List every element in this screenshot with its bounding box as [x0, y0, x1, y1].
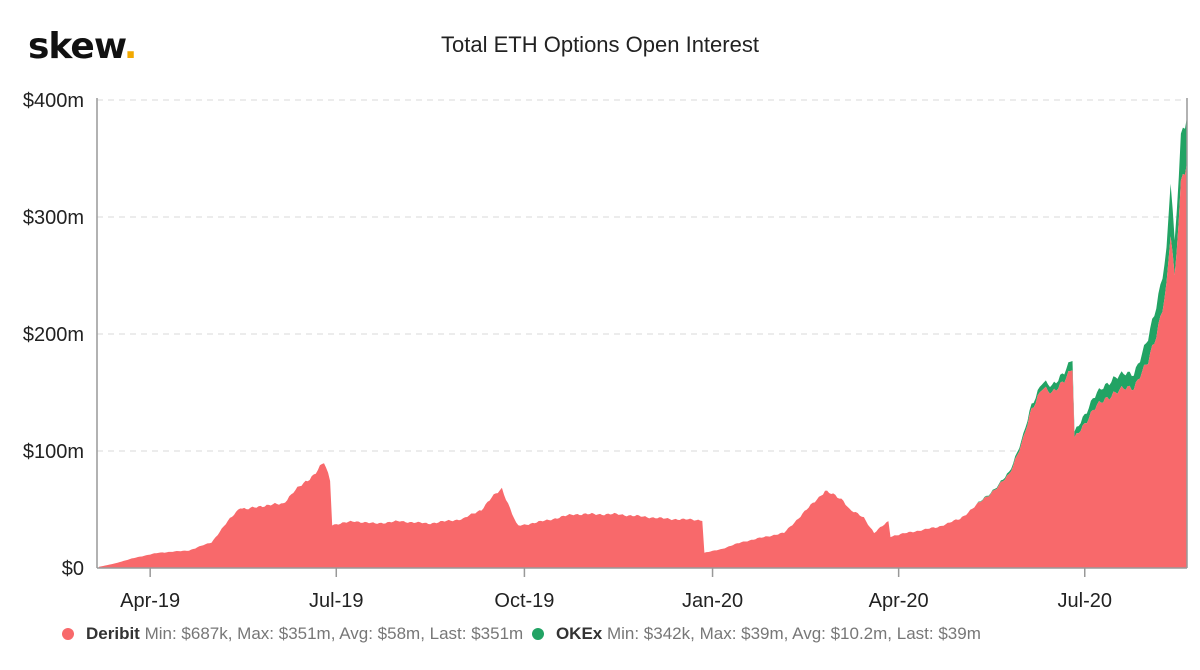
chart-title: Total ETH Options Open Interest — [441, 32, 759, 57]
legend-stats: Min: $687k, Max: $351m, Avg: $58m, Last:… — [144, 624, 524, 643]
y-tick-label: $0 — [62, 558, 84, 580]
x-tick-label: Jul-20 — [1058, 590, 1112, 612]
y-tick-label: $200m — [23, 324, 84, 346]
legend-marker-deribit — [62, 628, 74, 640]
legend-stats: Min: $342k, Max: $39m, Avg: $10.2m, Last… — [606, 624, 981, 643]
y-tick-label: $300m — [23, 207, 84, 229]
legend: Deribit Min: $687k, Max: $351m, Avg: $58… — [62, 624, 981, 644]
x-tick-label: Jul-19 — [309, 590, 363, 612]
legend-marker-okex — [531, 628, 544, 640]
legend-item-okex[interactable]: OKEx Min: $342k, Max: $39m, Avg: $10.2m,… — [531, 624, 981, 644]
legend-name: OKEx — [555, 624, 603, 643]
x-tick-label: Apr-20 — [869, 590, 929, 612]
skew-logo: skew. — [28, 26, 137, 67]
deribit-area — [99, 162, 1187, 568]
y-tick-label: $400m — [23, 90, 84, 112]
x-tick-label: Jan-20 — [682, 590, 743, 612]
y-tick-label: $100m — [23, 441, 84, 463]
x-tick-label: Oct-19 — [494, 590, 554, 612]
x-tick-label: Apr-19 — [120, 590, 180, 612]
legend-name: Deribit — [86, 624, 140, 643]
legend-item-deribit[interactable]: Deribit Min: $687k, Max: $351m, Avg: $58… — [62, 624, 523, 644]
